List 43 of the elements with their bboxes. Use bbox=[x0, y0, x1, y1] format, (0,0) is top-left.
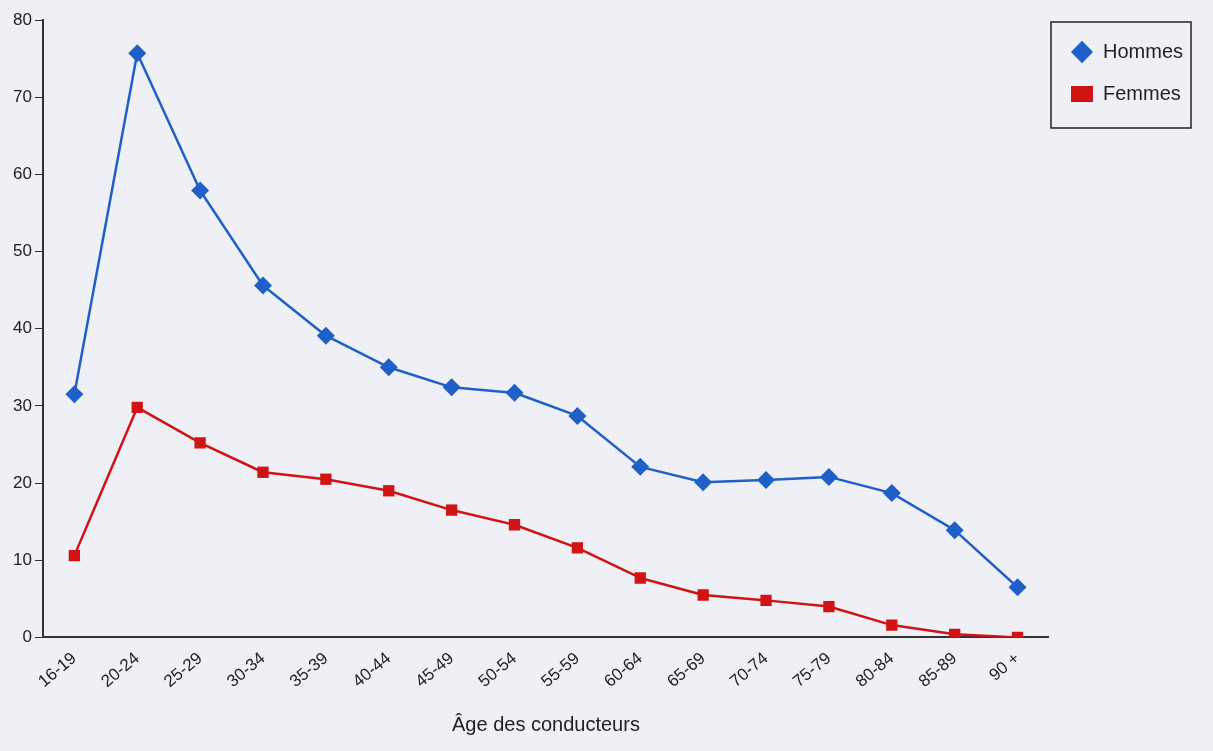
y-tick-label: 40 bbox=[12, 318, 32, 338]
point bbox=[886, 619, 898, 631]
point bbox=[505, 383, 524, 402]
legend-label: Femmes bbox=[1102, 81, 1181, 104]
point bbox=[68, 549, 81, 562]
point bbox=[697, 589, 709, 601]
point bbox=[757, 470, 776, 489]
point bbox=[1008, 578, 1027, 597]
point bbox=[445, 504, 458, 516]
y-tick-label: 30 bbox=[12, 395, 32, 415]
point bbox=[508, 519, 521, 531]
point bbox=[823, 600, 835, 613]
point bbox=[760, 594, 772, 607]
point bbox=[571, 542, 584, 554]
point bbox=[819, 467, 838, 486]
point bbox=[631, 457, 650, 476]
point bbox=[65, 385, 84, 404]
point bbox=[379, 358, 398, 377]
point bbox=[383, 485, 395, 497]
y-tick-label: 70 bbox=[12, 86, 32, 106]
point bbox=[945, 521, 964, 540]
point bbox=[568, 406, 587, 425]
y-tick-label: 20 bbox=[12, 472, 32, 492]
point bbox=[316, 326, 335, 345]
point bbox=[257, 466, 269, 478]
point bbox=[253, 276, 272, 295]
y-tick-label: 80 bbox=[12, 9, 32, 29]
point bbox=[131, 401, 143, 414]
y-tick-label: 50 bbox=[12, 241, 32, 261]
point bbox=[694, 473, 713, 492]
x-tick-label: 90 + bbox=[985, 648, 1024, 685]
legend-label: Hommes bbox=[1102, 39, 1184, 62]
point bbox=[128, 44, 147, 63]
x-axis-title: Âge des conducteurs bbox=[452, 712, 640, 735]
point bbox=[191, 181, 210, 200]
point bbox=[634, 572, 646, 584]
point bbox=[194, 437, 206, 449]
point bbox=[442, 378, 461, 397]
y-tick-label: 0 bbox=[22, 627, 32, 647]
point bbox=[320, 473, 332, 485]
point bbox=[882, 484, 901, 503]
y-tick-label: 10 bbox=[12, 549, 32, 569]
y-tick-label: 60 bbox=[12, 164, 32, 184]
